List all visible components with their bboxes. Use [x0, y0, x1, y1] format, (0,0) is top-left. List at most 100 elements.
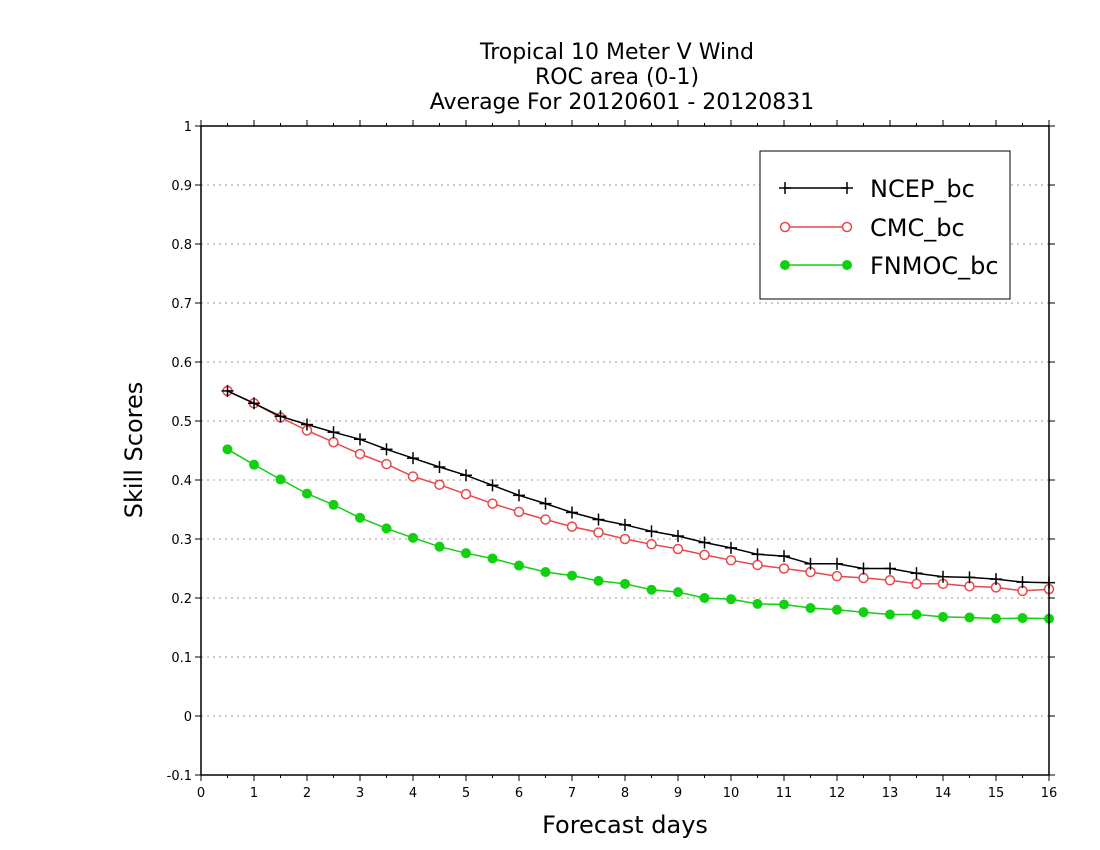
data-point-NCEP_bc: [751, 548, 764, 561]
series-NCEP_bc: [221, 384, 1055, 589]
data-point-FNMOC_bc: [726, 594, 736, 605]
data-point-NCEP_bc: [460, 469, 472, 482]
data-point-FNMOC_bc: [1017, 613, 1028, 624]
legend-item-CMC_bc: CMC_bc: [779, 214, 965, 242]
data-point-NCEP_bc: [963, 571, 976, 584]
data-point-NCEP_bc: [354, 433, 366, 446]
data-point-CMC_bc: [831, 570, 843, 582]
data-point-NCEP_bc: [380, 443, 393, 456]
legend-item-NCEP_bc: NCEP_bc: [779, 175, 975, 203]
data-point-FNMOC_bc: [991, 613, 1001, 624]
data-point-FNMOC_bc: [461, 548, 471, 559]
x-tick-label: 13: [882, 786, 899, 801]
x-tick-label: 4: [409, 786, 417, 801]
data-point-NCEP_bc: [645, 525, 658, 538]
data-point-FNMOC_bc: [487, 553, 498, 564]
data-point-CMC_bc: [646, 539, 657, 550]
x-tick-label: 8: [621, 786, 629, 801]
series-CMC_bc: [222, 385, 1055, 597]
data-point-NCEP_bc: [857, 562, 870, 575]
data-point-NCEP_bc: [592, 513, 605, 526]
y-tick-label: 0: [184, 710, 192, 725]
data-point-NCEP_bc: [513, 489, 525, 502]
data-point-FNMOC_bc: [381, 523, 392, 534]
series-line-FNMOC_bc: [227, 448, 1050, 620]
data-point-NCEP_bc: [248, 397, 260, 410]
chart-title-line-3: Average For 20120601 - 20120831: [430, 90, 815, 115]
x-tick-label: 2: [303, 786, 311, 801]
x-tick-label: 6: [515, 786, 523, 801]
data-point-NCEP_bc: [778, 550, 790, 563]
data-point-FNMOC_bc: [408, 532, 418, 543]
data-point-CMC_bc: [725, 554, 737, 566]
data-point-CMC_bc: [619, 533, 631, 545]
data-point-CMC_bc: [540, 514, 551, 525]
data-point-NCEP_bc: [407, 452, 419, 465]
data-point-CMC_bc: [672, 543, 684, 555]
data-point-NCEP_bc: [486, 479, 499, 492]
data-point-FNMOC_bc: [593, 575, 604, 586]
x-tick-label: 1: [250, 786, 258, 801]
x-tick-label: 5: [462, 786, 470, 801]
data-point-FNMOC_bc: [646, 584, 657, 595]
data-point-FNMOC_bc: [355, 512, 365, 523]
data-point-NCEP_bc: [1016, 576, 1029, 589]
data-point-FNMOC_bc: [938, 611, 948, 622]
data-point-CMC_bc: [381, 458, 392, 470]
data-point-CMC_bc: [911, 578, 922, 590]
data-point-FNMOC_bc: [805, 603, 816, 614]
y-tick-label: -0.1: [167, 769, 192, 784]
chart-title-line-2: ROC area (0-1): [535, 65, 699, 90]
data-point-FNMOC_bc: [249, 459, 259, 470]
legend-marker: [779, 221, 791, 233]
data-point-NCEP_bc: [698, 536, 711, 549]
data-point-CMC_bc: [699, 549, 710, 561]
data-point-NCEP_bc: [539, 497, 552, 510]
data-point-CMC_bc: [752, 559, 763, 571]
x-tick-label: 7: [568, 786, 576, 801]
y-tick-label: 0.1: [171, 651, 192, 666]
data-point-FNMOC_bc: [540, 567, 551, 578]
data-point-FNMOC_bc: [699, 593, 710, 603]
data-point-FNMOC_bc: [752, 598, 763, 609]
data-point-FNMOC_bc: [620, 578, 630, 589]
x-tick-label: 15: [988, 786, 1005, 801]
data-point-CMC_bc: [354, 448, 366, 460]
data-point-FNMOC_bc: [302, 488, 312, 499]
x-tick-label: 10: [723, 786, 740, 801]
data-point-FNMOC_bc: [275, 474, 286, 485]
data-point-CMC_bc: [778, 563, 790, 574]
series-layer: [221, 384, 1055, 624]
data-point-CMC_bc: [328, 436, 339, 448]
x-axis-title: Forecast days: [542, 811, 708, 839]
data-point-FNMOC_bc: [673, 587, 683, 598]
data-point-NCEP_bc: [301, 418, 313, 431]
legend-marker: [780, 260, 790, 270]
legend-box: [759, 150, 1011, 300]
x-tick-label: 11: [776, 786, 793, 801]
data-point-NCEP_bc: [327, 426, 340, 439]
legend-marker: [842, 260, 852, 270]
data-point-NCEP_bc: [804, 557, 817, 570]
data-point-NCEP_bc: [910, 567, 923, 580]
legend-marker: [841, 221, 853, 233]
data-point-NCEP_bc: [274, 410, 287, 423]
data-point-CMC_bc: [858, 572, 869, 584]
data-point-FNMOC_bc: [567, 570, 577, 581]
data-point-CMC_bc: [884, 575, 896, 586]
data-point-NCEP_bc: [831, 557, 843, 570]
data-point-CMC_bc: [460, 488, 472, 500]
legend-item-FNMOC_bc: FNMOC_bc: [780, 252, 999, 280]
y-tick-label: 0.7: [171, 297, 192, 312]
data-point-NCEP_bc: [433, 461, 446, 474]
data-point-FNMOC_bc: [328, 499, 339, 510]
data-point-FNMOC_bc: [885, 609, 895, 620]
data-point-NCEP_bc: [725, 541, 737, 554]
chart-title-line-1: Tropical 10 Meter V Wind: [479, 40, 754, 65]
x-tick-label: 3: [356, 786, 364, 801]
y-tick-label: 0.9: [171, 179, 192, 194]
data-point-CMC_bc: [407, 471, 419, 482]
data-point-NCEP_bc: [672, 530, 684, 543]
series-line-NCEP_bc: [227, 390, 1050, 584]
